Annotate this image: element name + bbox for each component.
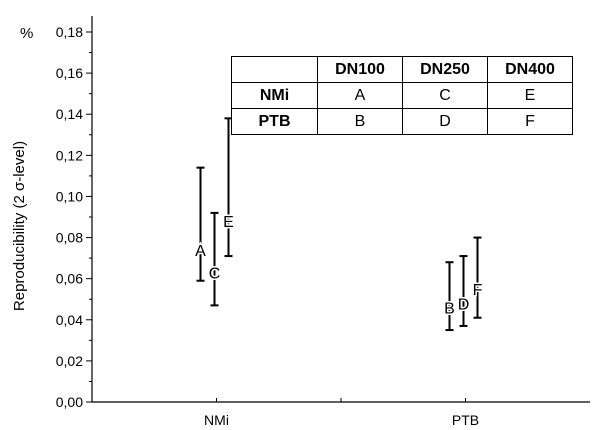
point-label: D xyxy=(458,296,470,313)
y-tick-label: 0,06 xyxy=(56,271,83,287)
legend-cell: F xyxy=(487,108,573,135)
x-tick-label: NMi xyxy=(204,412,229,428)
legend-row-nmi: NMi A C E xyxy=(231,82,573,109)
y-tick-label: 0,10 xyxy=(56,188,83,204)
legend-cell: D xyxy=(402,108,488,135)
point-label: F xyxy=(473,282,483,299)
legend-row-ptb: PTB B D F xyxy=(231,108,573,135)
point-label: A xyxy=(195,243,206,260)
y-tick-label: 0,04 xyxy=(56,312,83,328)
legend-col-dn250: DN250 xyxy=(402,56,488,83)
y-tick-label: 0,08 xyxy=(56,230,83,246)
x-tick-label: PTB xyxy=(452,412,479,428)
legend-col-dn400: DN400 xyxy=(487,56,573,83)
error-bar-d: D xyxy=(456,255,471,327)
legend-corner-cell xyxy=(231,56,318,83)
error-bar-a: A xyxy=(194,166,208,282)
point-label: E xyxy=(223,214,234,231)
error-bar-b: B xyxy=(443,261,456,332)
legend-cell: E xyxy=(487,82,573,109)
y-tick-label: 0,16 xyxy=(56,65,83,81)
error-bar-c: C xyxy=(207,211,222,307)
y-tick-label: 0,00 xyxy=(56,394,83,410)
point-label: C xyxy=(209,266,221,283)
legend-row-label: PTB xyxy=(231,108,318,135)
point-label: B xyxy=(444,300,455,317)
error-bars: AC E B DF xyxy=(194,117,484,332)
y-ticks: 0,00 0,02 0,04 0,06 0,08 0,10 0,12 0,14 0,16 0,18 xyxy=(56,24,92,410)
legend-col-dn100: DN100 xyxy=(317,56,403,83)
error-bar-f: F xyxy=(471,236,484,319)
legend-cell: C xyxy=(402,82,488,109)
y-tick-label: 0,14 xyxy=(56,106,83,122)
legend-table: DN100 DN250 DN400 NMi A C E PTB B D F xyxy=(231,56,573,135)
y-tick-label: 0,18 xyxy=(56,24,83,40)
legend-cell: A xyxy=(317,82,403,109)
x-ticks: NMi PTB xyxy=(204,398,479,428)
y-axis-title: Reproducibility (2 σ-level) xyxy=(11,141,28,311)
legend-row-label: NMi xyxy=(231,82,318,109)
y-unit-label: % xyxy=(20,25,33,42)
legend-header-row: DN100 DN250 DN400 xyxy=(231,56,573,83)
legend-cell: B xyxy=(317,108,403,135)
error-bar-e: E xyxy=(222,117,235,258)
y-tick-label: 0,12 xyxy=(56,147,83,163)
y-tick-label: 0,02 xyxy=(56,353,83,369)
